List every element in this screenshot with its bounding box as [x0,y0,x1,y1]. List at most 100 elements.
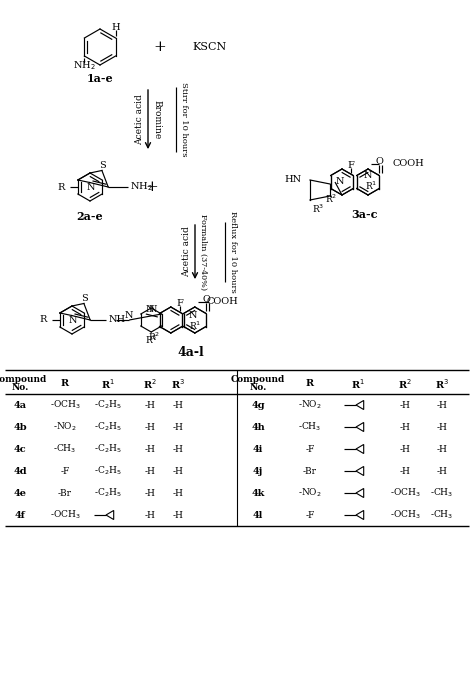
Text: 4h: 4h [251,422,265,431]
Text: -C$_2$H$_5$: -C$_2$H$_5$ [94,420,122,433]
Text: -H: -H [145,489,155,498]
Text: -H: -H [145,445,155,454]
Text: N: N [189,311,197,320]
Text: +: + [146,180,159,194]
Text: -H: -H [173,510,183,519]
Text: -H: -H [437,401,447,410]
Text: N: N [69,316,77,325]
Text: -H: -H [173,445,183,454]
Text: 1a-e: 1a-e [87,74,113,85]
Text: S: S [100,161,106,170]
Text: R$^2$: R$^2$ [325,192,337,204]
Text: -NO$_2$: -NO$_2$ [53,420,77,433]
Text: Compound: Compound [231,376,285,385]
Text: O: O [202,295,210,304]
Text: R$^3$: R$^3$ [145,334,157,346]
Text: COOH: COOH [207,297,239,307]
Text: R$^3$: R$^3$ [435,377,449,391]
Text: -H: -H [437,466,447,475]
Text: Reflux for 10 hours: Reflux for 10 hours [229,211,237,293]
Text: -H: -H [437,422,447,431]
Text: -OCH$_3$: -OCH$_3$ [390,508,420,521]
Text: Bromine: Bromine [152,100,161,139]
Text: -F: -F [305,445,315,454]
Text: -H: -H [400,466,410,475]
Text: -H: -H [173,401,183,410]
Text: R$^2$: R$^2$ [148,330,161,343]
Text: -OCH$_3$: -OCH$_3$ [390,487,420,499]
Text: R: R [39,315,47,324]
Text: 4i: 4i [253,445,263,454]
Text: -C$_2$H$_5$: -C$_2$H$_5$ [94,464,122,477]
Text: -CH$_3$: -CH$_3$ [54,443,77,455]
Text: O: O [375,157,383,166]
Text: -F: -F [60,466,70,475]
Text: R: R [61,380,69,389]
Text: -H: -H [400,401,410,410]
Text: Formalin (37-40%): Formalin (37-40%) [199,214,207,290]
Text: No.: No. [11,383,29,393]
Text: -H: -H [145,466,155,475]
Text: -CH$_3$: -CH$_3$ [298,420,322,433]
Text: R$^2$: R$^2$ [143,377,157,391]
Text: -H: -H [400,422,410,431]
Text: NH$_2$: NH$_2$ [73,60,96,72]
Text: S: S [82,294,88,303]
Text: -OCH$_3$: -OCH$_3$ [50,399,81,411]
Text: 4f: 4f [15,510,26,519]
Text: -NO$_2$: -NO$_2$ [298,399,322,411]
Text: 4a-l: 4a-l [177,345,204,359]
Text: -NO$_2$: -NO$_2$ [298,487,322,499]
Text: -H: -H [173,489,183,498]
Text: R: R [57,183,65,192]
Text: 4j: 4j [253,466,263,475]
Text: -H: -H [145,401,155,410]
Text: -H: -H [145,422,155,431]
Text: N: N [146,305,155,315]
Text: Acetic acid: Acetic acid [182,227,191,278]
Text: 4a: 4a [13,401,27,410]
Text: -H: -H [173,466,183,475]
Text: F: F [348,161,355,170]
Text: 4l: 4l [253,510,263,519]
Text: -C$_2$H$_5$: -C$_2$H$_5$ [94,443,122,455]
Text: -Br: -Br [303,466,317,475]
Text: No.: No. [249,383,267,393]
Text: H: H [111,24,120,32]
Text: 4c: 4c [14,445,27,454]
Text: -C$_2$H$_5$: -C$_2$H$_5$ [94,399,122,411]
Text: Acetic acid: Acetic acid [135,94,144,145]
Text: N: N [148,305,156,315]
Text: R: R [306,380,314,389]
Text: R$^3$: R$^3$ [171,377,185,391]
Text: NH$_2$: NH$_2$ [130,181,153,194]
Text: 4d: 4d [13,466,27,475]
Text: Compound: Compound [0,376,47,385]
Text: -CH$_3$: -CH$_3$ [430,487,454,499]
Text: -H: -H [173,422,183,431]
Text: R$^2$: R$^2$ [398,377,412,391]
Text: R$^3$: R$^3$ [312,203,324,215]
Text: -H: -H [145,510,155,519]
Text: 4e: 4e [13,489,27,498]
Text: 4g: 4g [251,401,265,410]
Text: -C$_2$H$_5$: -C$_2$H$_5$ [94,487,122,499]
Text: -CH$_3$: -CH$_3$ [430,508,454,521]
Text: N: N [364,171,372,180]
Text: 3a-c: 3a-c [352,209,378,219]
Text: HN: HN [285,175,302,185]
Text: R$^1$: R$^1$ [189,320,201,332]
Text: N: N [87,183,95,192]
Text: -H: -H [400,445,410,454]
Text: Stirr for 10 hours: Stirr for 10 hours [180,82,188,157]
Text: -H: -H [437,445,447,454]
Text: N: N [336,177,345,185]
Text: N: N [125,311,134,320]
Text: F: F [177,299,183,308]
Text: COOH: COOH [393,160,425,169]
Text: 4k: 4k [251,489,264,498]
Text: +: + [154,40,166,54]
Text: KSCN: KSCN [193,42,227,52]
Text: R$^1$: R$^1$ [101,377,115,391]
Text: NH: NH [108,315,125,324]
